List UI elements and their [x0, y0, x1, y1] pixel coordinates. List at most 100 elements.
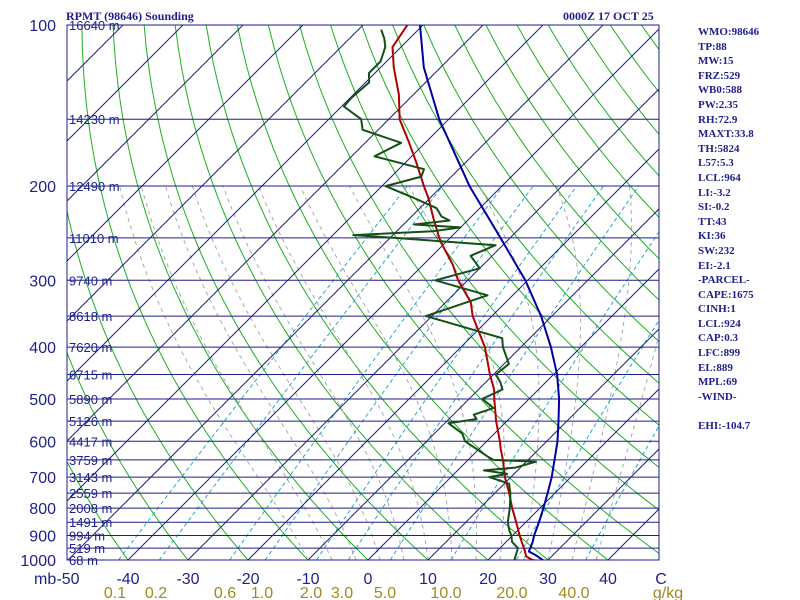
- isotherm: [187, 88, 659, 560]
- stat-line: -PARCEL-: [698, 274, 750, 287]
- stat-line: TH:5824: [698, 142, 740, 155]
- mixing-ratio-line: [450, 230, 659, 560]
- height-level-label: 14230 m: [69, 112, 120, 127]
- mixing-ratio-label: g/kg: [653, 585, 683, 600]
- height-level-label: 7620 m: [69, 340, 112, 355]
- dry-adiabat: [143, 25, 429, 560]
- height-level-label: 9740 m: [69, 273, 112, 288]
- isotherm: [67, 25, 244, 202]
- mixing-ratio-label: 20.0: [496, 585, 527, 600]
- mixing-ratio-label: 5.0: [374, 585, 396, 600]
- stat-line: WB0:588: [698, 84, 742, 97]
- height-level-label: 1491 m: [69, 515, 112, 530]
- dry-adiabat: [205, 25, 549, 560]
- temp-tick-label: 40: [599, 571, 617, 588]
- pressure-tick-label: 700: [29, 470, 56, 487]
- isotherm: [67, 25, 544, 502]
- parcel-line: [419, 25, 561, 560]
- moist-adiabat: [547, 185, 582, 560]
- stat-line: FRZ:529: [698, 69, 741, 82]
- dry-adiabat: [299, 25, 659, 511]
- chart-time: 0000Z 17 OCT 25: [563, 9, 654, 23]
- dry-adiabat: [485, 25, 659, 260]
- stat-line: LI:-3.2: [698, 186, 731, 199]
- stat-line: MAXT:33.8: [698, 128, 754, 141]
- height-level-label: 8618 m: [69, 309, 112, 324]
- mixing-ratio-label: 40.0: [558, 585, 589, 600]
- isotherm: [67, 25, 424, 382]
- dry-adiabat: [267, 25, 659, 555]
- pressure-unit-label: mb: [34, 571, 56, 588]
- temp-tick-label: -50: [56, 571, 79, 588]
- moist-adiabat: [478, 185, 540, 560]
- stat-line: [698, 404, 759, 419]
- mixing-ratio-line: [229, 185, 504, 560]
- height-level-label: 519 m: [69, 541, 105, 556]
- chart-title: RPMT (98646) Sounding: [66, 9, 194, 23]
- temp-tick-label: -10: [296, 571, 319, 588]
- dry-adiabat: [174, 25, 489, 560]
- mixing-ratio-label: 0.6: [214, 585, 236, 600]
- stat-line: CINH:1: [698, 303, 736, 316]
- stat-line: -WIND-: [698, 390, 737, 403]
- height-level-label: 11010 m: [69, 231, 119, 246]
- stat-line: KI:36: [698, 230, 726, 243]
- dry-adiabat: [454, 25, 659, 301]
- temp-tick-label: -40: [116, 571, 139, 588]
- stat-line: RH:72.9: [698, 113, 738, 126]
- stat-line: MW:15: [698, 55, 734, 68]
- height-level-label: 2008 m: [69, 501, 112, 516]
- mixing-ratio-line: [158, 185, 443, 560]
- temp-tick-label: 20: [479, 571, 497, 588]
- mixing-ratio-line: [585, 424, 659, 560]
- temp-tick-label: 10: [419, 571, 437, 588]
- dry-adiabat: [0, 25, 15, 571]
- pressure-tick-label: 500: [29, 392, 56, 409]
- dry-adiabat: [423, 25, 659, 343]
- pressure-tick-label: 900: [29, 529, 56, 546]
- stat-line: LCL:964: [698, 171, 741, 184]
- plot-area: [0, 25, 659, 571]
- temp-tick-label: 30: [539, 571, 557, 588]
- pressure-tick-label: 1000: [20, 553, 56, 570]
- isotherm: [0, 25, 3, 560]
- temp-tick-label: 0: [364, 571, 373, 588]
- mixing-ratio-label: 0.1: [104, 585, 126, 600]
- mixing-ratio-label: 3.0: [331, 585, 353, 600]
- pressure-tick-label: 100: [29, 18, 56, 35]
- stat-line: EHI:-104.7: [698, 420, 751, 433]
- height-level-label: 994 m: [69, 529, 105, 544]
- height-level-label: 2559 m: [69, 486, 112, 501]
- moist-adiabat: [299, 185, 453, 560]
- height-level-label: 12490 m: [69, 179, 120, 194]
- plot-frame: [66, 24, 660, 561]
- stat-line: CAPE:1675: [698, 288, 754, 301]
- temp-tick-label: -30: [176, 571, 199, 588]
- isotherm: [127, 28, 659, 560]
- dry-adiabat: [67, 460, 129, 560]
- mixing-ratio-label: 1.0: [251, 585, 273, 600]
- stat-line: PW:2.35: [698, 98, 739, 111]
- isotherm: [307, 208, 659, 560]
- pressure-tick-label: 200: [29, 179, 56, 196]
- stat-line: EI:-2.1: [698, 259, 731, 272]
- height-level-label: 16640 m: [69, 18, 120, 33]
- height-level-label: 5126 m: [69, 414, 112, 429]
- height-level-label: 3759 m: [69, 453, 112, 468]
- isotherm: [487, 388, 659, 560]
- dry-adiabat: [112, 25, 369, 560]
- isotherm: [67, 25, 184, 142]
- pressure-tick-label: 600: [29, 434, 56, 451]
- dry-adiabat: [67, 351, 189, 560]
- height-level-label: 3143 m: [69, 470, 112, 485]
- moist-adiabat: [349, 185, 477, 560]
- dewpoint-line: [342, 29, 537, 560]
- pressure-tick-label: 300: [29, 273, 56, 290]
- isotherm: [247, 148, 659, 560]
- stat-line: LCL:924: [698, 317, 741, 330]
- mixing-ratio-label: 0.2: [145, 585, 167, 600]
- moist-adiabat: [119, 185, 309, 560]
- stat-line: CAP:0.3: [698, 332, 739, 345]
- moist-adiabat: [258, 185, 429, 560]
